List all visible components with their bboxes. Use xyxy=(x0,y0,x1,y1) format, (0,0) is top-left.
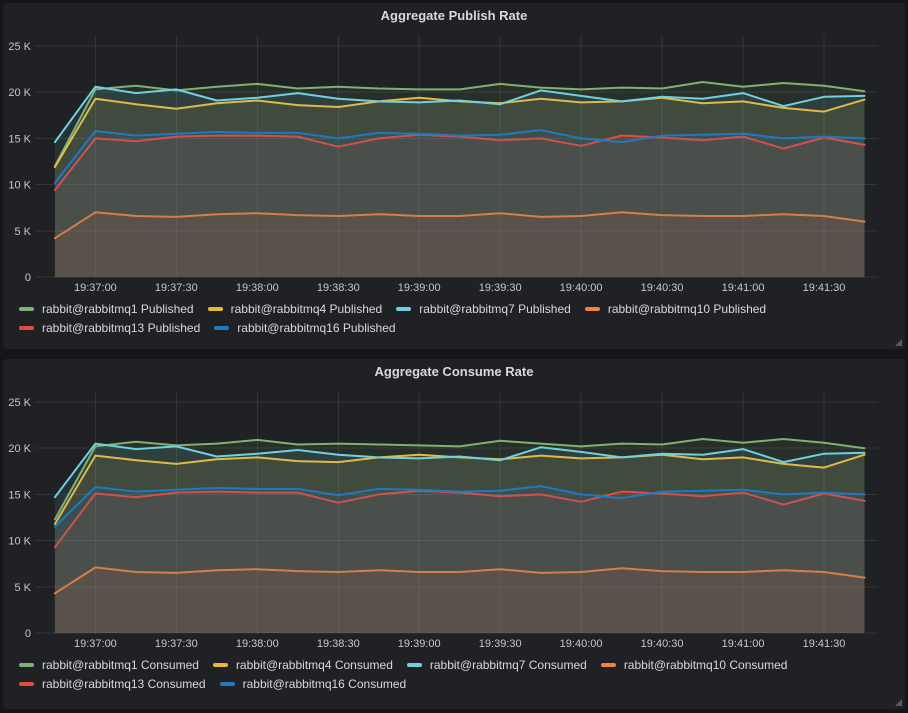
legend-item[interactable]: rabbit@rabbitmq1 Published xyxy=(19,299,194,318)
legend-swatch-icon xyxy=(600,662,616,667)
legend-label: rabbit@rabbitmq4 Consumed xyxy=(235,657,393,672)
svg-text:20 K: 20 K xyxy=(8,87,31,99)
panel-title[interactable]: Aggregate Consume Rate xyxy=(374,364,534,379)
legend-item[interactable]: rabbit@rabbitmq10 Consumed xyxy=(600,655,788,674)
svg-text:19:38:30: 19:38:30 xyxy=(317,282,360,294)
legend-item[interactable]: rabbit@rabbitmq1 Consumed xyxy=(19,655,199,674)
legend-swatch-icon xyxy=(212,662,228,667)
legend-label: rabbit@rabbitmq13 Published xyxy=(42,320,201,335)
svg-text:19:40:00: 19:40:00 xyxy=(560,282,603,294)
legend-swatch-icon xyxy=(19,681,34,686)
legend-item[interactable]: rabbit@rabbitmq10 Published xyxy=(584,299,767,318)
svg-text:10 K: 10 K xyxy=(8,180,31,192)
svg-text:19:40:00: 19:40:00 xyxy=(560,638,603,650)
panel-resize-handle[interactable] xyxy=(895,699,902,706)
legend-swatch-icon xyxy=(219,681,235,686)
publish-rate-chart[interactable]: 0 5 K 10 K 15 K 20 K 25 K 19:37:00 19:37:30 19:3… xyxy=(3,29,905,295)
panel-title[interactable]: Aggregate Publish Rate xyxy=(380,8,528,23)
legend-label: rabbit@rabbitmq10 Published xyxy=(607,301,767,316)
svg-text:0: 0 xyxy=(25,272,31,284)
svg-text:19:40:30: 19:40:30 xyxy=(641,638,684,650)
svg-text:19:39:00: 19:39:00 xyxy=(398,638,441,650)
legend-item[interactable]: rabbit@rabbitmq13 Published xyxy=(19,318,200,337)
svg-text:15 K: 15 K xyxy=(8,133,31,145)
svg-text:19:37:30: 19:37:30 xyxy=(155,282,198,294)
panel-resize-handle[interactable] xyxy=(895,339,902,346)
legend-label: rabbit@rabbitmq10 Consumed xyxy=(623,657,788,672)
svg-text:20 K: 20 K xyxy=(8,443,31,455)
legend-swatch-icon xyxy=(19,662,34,667)
legend-label: rabbit@rabbitmq16 Published xyxy=(237,320,396,335)
svg-text:19:37:00: 19:37:00 xyxy=(74,638,117,650)
svg-text:25 K: 25 K xyxy=(8,397,31,409)
legend-label: rabbit@rabbitmq1 Published xyxy=(42,301,194,316)
legend-item[interactable]: rabbit@rabbitmq7 Consumed xyxy=(406,655,587,674)
legend-swatch-icon xyxy=(19,325,34,330)
legend-label: rabbit@rabbitmq4 Published xyxy=(230,301,383,316)
legend-item[interactable]: rabbit@rabbitmq16 Consumed xyxy=(219,674,407,693)
panel-consume-rate: Aggregate Consume Rate 0 5 K 10 K 15 K 20 K 2… xyxy=(3,359,905,709)
legend-item[interactable]: rabbit@rabbitmq13 Consumed xyxy=(19,674,206,693)
legend-item[interactable]: rabbit@rabbitmq4 Consumed xyxy=(212,655,393,674)
legend-label: rabbit@rabbitmq13 Consumed xyxy=(42,676,206,691)
panel-publish-rate: Aggregate Publish Rate 0 5 K 10 K 15 K 20 K 2… xyxy=(3,3,905,349)
svg-text:19:41:00: 19:41:00 xyxy=(722,638,765,650)
legend-item[interactable]: rabbit@rabbitmq16 Published xyxy=(214,318,396,337)
consume-rate-chart[interactable]: 0 5 K 10 K 15 K 20 K 25 K 19:37:00 19:37:30 19:3… xyxy=(3,385,905,651)
legend: rabbit@rabbitmq1 Published rabbit@rabbitm… xyxy=(3,295,905,337)
legend-swatch-icon xyxy=(406,662,422,667)
svg-text:0: 0 xyxy=(25,628,31,640)
svg-text:19:39:00: 19:39:00 xyxy=(398,282,441,294)
legend-swatch-icon xyxy=(19,306,34,311)
legend-label: rabbit@rabbitmq1 Consumed xyxy=(42,657,199,672)
svg-text:19:41:30: 19:41:30 xyxy=(803,282,846,294)
svg-text:25 K: 25 K xyxy=(8,41,31,53)
legend-swatch-icon xyxy=(396,306,412,311)
legend-item[interactable]: rabbit@rabbitmq7 Published xyxy=(396,299,571,318)
svg-text:19:37:00: 19:37:00 xyxy=(74,282,117,294)
svg-text:19:38:00: 19:38:00 xyxy=(236,638,279,650)
svg-text:19:39:30: 19:39:30 xyxy=(479,638,522,650)
legend: rabbit@rabbitmq1 Consumed rabbit@rabbitmq… xyxy=(3,651,905,693)
svg-text:5 K: 5 K xyxy=(14,582,31,594)
legend-swatch-icon xyxy=(207,306,223,311)
legend-label: rabbit@rabbitmq7 Published xyxy=(419,301,571,316)
svg-text:19:41:00: 19:41:00 xyxy=(722,282,765,294)
legend-swatch-icon xyxy=(584,306,600,311)
svg-text:19:40:30: 19:40:30 xyxy=(641,282,684,294)
svg-text:19:38:30: 19:38:30 xyxy=(317,638,360,650)
legend-swatch-icon xyxy=(214,325,230,330)
legend-label: rabbit@rabbitmq16 Consumed xyxy=(242,676,407,691)
svg-text:5 K: 5 K xyxy=(14,226,31,238)
legend-item[interactable]: rabbit@rabbitmq4 Published xyxy=(207,299,383,318)
legend-label: rabbit@rabbitmq7 Consumed xyxy=(429,657,587,672)
svg-text:19:41:30: 19:41:30 xyxy=(803,638,846,650)
svg-text:15 K: 15 K xyxy=(8,489,31,501)
svg-text:19:39:30: 19:39:30 xyxy=(479,282,522,294)
svg-text:19:38:00: 19:38:00 xyxy=(236,282,279,294)
svg-text:10 K: 10 K xyxy=(8,536,31,548)
svg-text:19:37:30: 19:37:30 xyxy=(155,638,198,650)
